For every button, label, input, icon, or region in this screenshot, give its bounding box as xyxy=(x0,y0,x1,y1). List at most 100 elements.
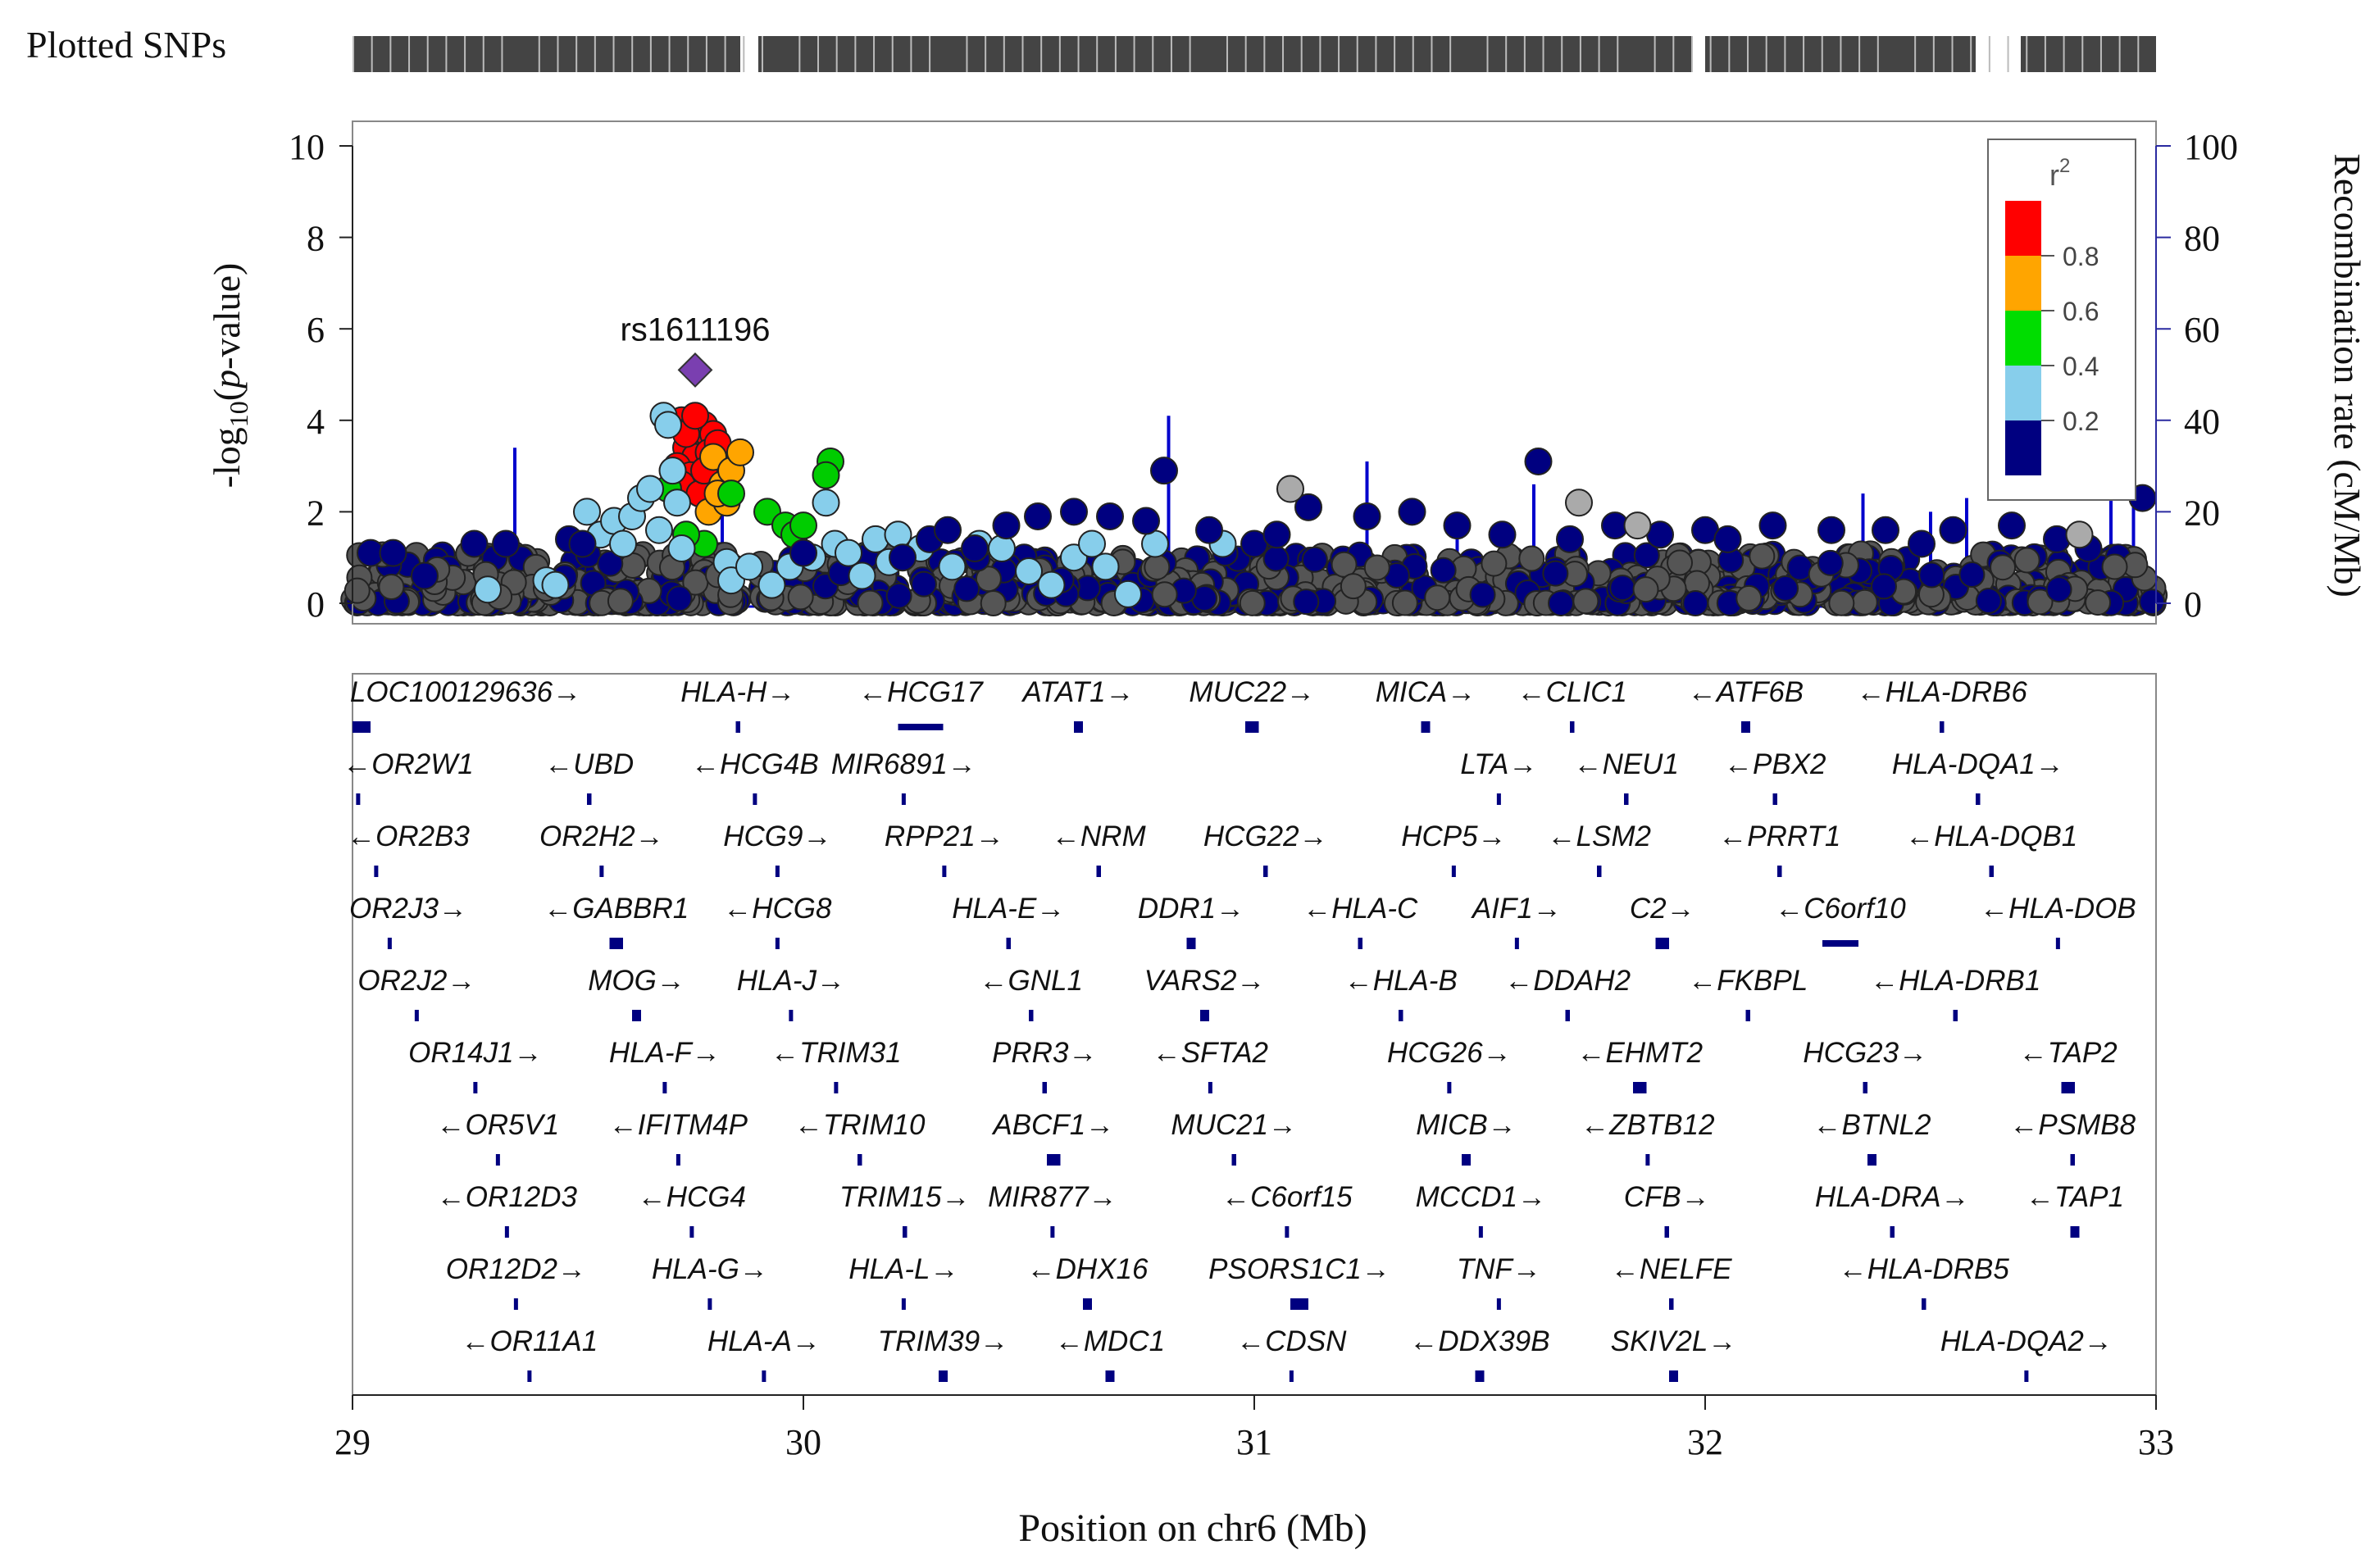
snp-track-tick xyxy=(1133,36,1135,72)
snp-track-tick xyxy=(1170,36,1172,72)
gene-bar xyxy=(753,793,757,805)
gene-label: ←TAP2 xyxy=(2019,1037,2118,1069)
x-tick-label: 31 xyxy=(1236,1422,1272,1462)
gene-bar xyxy=(1096,866,1101,877)
snp-point xyxy=(1998,511,2026,540)
snp-point xyxy=(789,539,817,567)
gene-bar xyxy=(903,1226,908,1238)
gene-label: MUC22→ xyxy=(1189,676,1315,708)
gene-bar xyxy=(1462,1154,1471,1166)
snp-track-tick xyxy=(1319,36,1321,72)
snp-point xyxy=(1294,493,1322,521)
snp-track-tick xyxy=(2026,36,2028,72)
snp-track-tick xyxy=(1728,36,1731,72)
snp-point xyxy=(862,525,889,553)
gene-bar xyxy=(1042,1082,1047,1093)
legend-bins: 0.8 0.6 0.4 0.2 xyxy=(2005,201,2099,475)
snp-track-tick xyxy=(1505,36,1508,72)
snp-point xyxy=(1262,520,1291,549)
snp-track-tick xyxy=(1263,36,1266,72)
snp-track-tick xyxy=(1356,36,1358,72)
gene-bar xyxy=(901,793,906,805)
gene-label: OR14J1→ xyxy=(408,1037,542,1069)
gene-label: HCG9→ xyxy=(723,820,831,852)
y-tick-label: 6 xyxy=(307,310,325,350)
snp-point xyxy=(2065,520,2094,549)
snp-point-background xyxy=(1735,584,1763,611)
snp-track-tick xyxy=(1617,36,1619,72)
snp-point-background xyxy=(1632,576,1659,603)
snp-track-tick xyxy=(1040,36,1043,72)
snp-track-tick xyxy=(649,36,652,72)
gene-bar xyxy=(1447,1082,1452,1093)
gene-label: ←HLA-DOB xyxy=(1980,893,2136,925)
gene-label: OR12D2→ xyxy=(446,1253,586,1285)
snp-point xyxy=(848,561,876,590)
snp-point xyxy=(492,529,520,558)
snp-track-tick xyxy=(1431,36,1433,72)
snp-track-tick xyxy=(1338,36,1340,72)
gene-label: ←ATF6B xyxy=(1688,676,1804,708)
gene-label: HCG23→ xyxy=(1803,1037,1927,1069)
snp-point-background xyxy=(1301,546,1328,573)
snp-track-tick xyxy=(1021,36,1024,72)
gene-label: LOC100129636→ xyxy=(350,676,581,708)
snp-point xyxy=(1817,516,1845,544)
gene-bar xyxy=(1496,1298,1501,1310)
gene-label: ←NELFE xyxy=(1611,1253,1732,1285)
x-axis-label: Position on chr6 (Mb) xyxy=(1018,1507,1367,1550)
snp-point-background xyxy=(885,582,912,609)
gene-label: ←HLA-DQB1 xyxy=(1905,820,2077,852)
snp-track-tick xyxy=(1449,36,1452,72)
gene-bar xyxy=(1475,1370,1485,1382)
gene-label: ←DHX16 xyxy=(1027,1253,1149,1285)
gene-bar xyxy=(513,1298,518,1310)
y2-tick-label: 40 xyxy=(2184,402,2220,442)
snp-point-background xyxy=(1151,581,1178,608)
gene-bar xyxy=(1421,721,1431,733)
snp-track-tick xyxy=(353,36,354,72)
snp-track-tick xyxy=(668,36,671,72)
snp-point-background xyxy=(1828,589,1855,616)
snp-track-tick xyxy=(2099,36,2102,72)
snp-point-background xyxy=(597,550,624,577)
gene-label: TRIM39→ xyxy=(878,1325,1008,1357)
gene-bar xyxy=(789,1010,794,1021)
snp-point xyxy=(379,539,407,567)
gene-bar xyxy=(1863,1082,1867,1093)
gene-bar xyxy=(414,1010,419,1021)
snp-track-tick xyxy=(1932,36,1935,72)
snp-track-tick xyxy=(966,36,968,72)
snp-point xyxy=(1565,489,1593,517)
snp-point-background xyxy=(378,574,405,601)
gene-bar xyxy=(353,721,371,733)
snp-track-tick xyxy=(1765,36,1767,72)
snp-point xyxy=(654,411,682,439)
snp-point-background xyxy=(1918,561,1945,589)
snp-track-tick xyxy=(1114,36,1117,72)
gene-label: ←PRRT1 xyxy=(1718,820,1840,852)
gene-bar xyxy=(1289,1370,1294,1382)
gene-label: ←LSM2 xyxy=(1548,820,1651,852)
gene-label: OR2H2→ xyxy=(539,820,664,852)
y-axis-label-open: ( xyxy=(206,389,248,401)
plotted-snps-track xyxy=(353,36,2156,72)
gene-bar xyxy=(1570,721,1575,733)
snp-point xyxy=(835,539,862,567)
gene-label: ←OR5V1 xyxy=(436,1109,559,1141)
snp-point xyxy=(735,552,763,581)
gene-bar xyxy=(1200,1010,1209,1021)
gene-label: HCP5→ xyxy=(1401,820,1506,852)
snp-point xyxy=(1758,511,1787,540)
snp-point-background xyxy=(980,590,1007,616)
background-snp-cloud xyxy=(340,539,2168,616)
snp-track-tick xyxy=(1189,36,1191,72)
snp-point xyxy=(1353,502,1381,530)
snp-point xyxy=(988,534,1016,563)
snp-point xyxy=(1195,516,1223,544)
snp-point xyxy=(681,402,709,430)
snp-track-tick xyxy=(2118,36,2121,72)
y2-tick-label: 80 xyxy=(2184,219,2220,259)
gene-label: ←OR11A1 xyxy=(462,1325,598,1357)
snp-track-tick xyxy=(1058,36,1061,72)
